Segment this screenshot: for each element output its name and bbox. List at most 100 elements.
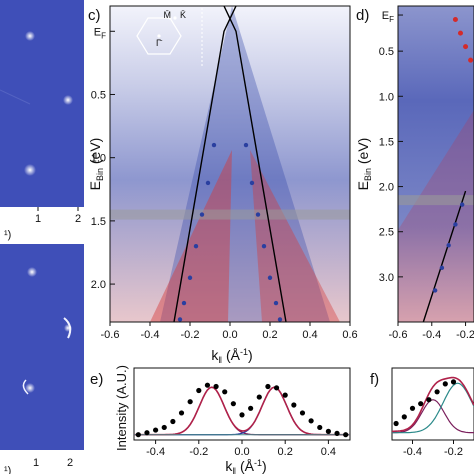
tick-label: 0.5	[379, 46, 394, 58]
gamma-point	[157, 34, 161, 38]
data-point	[230, 401, 236, 407]
leed-spot	[24, 164, 36, 176]
data-point	[239, 412, 245, 418]
tick-label: 2	[75, 213, 81, 225]
tick-label: -0.2	[456, 329, 474, 341]
frame-e	[133, 367, 351, 441]
tick-label: -0.4	[146, 446, 165, 458]
red-data-point	[452, 17, 458, 23]
tick-label: 0.2	[278, 446, 293, 458]
data-point	[273, 300, 279, 306]
panel-label-e: e)	[90, 371, 103, 388]
data-point	[205, 180, 211, 186]
data-point	[442, 381, 448, 387]
tick-label: 1.5	[379, 136, 394, 148]
leed-image-bottom	[0, 244, 84, 450]
data-point	[211, 142, 217, 148]
fit-line	[173, 6, 237, 322]
data-point	[446, 243, 451, 248]
data-point	[453, 222, 458, 227]
leed-spot	[64, 324, 72, 332]
tick-label: -0.4	[403, 446, 422, 458]
data-point	[135, 432, 141, 438]
tick-label: 0.4	[321, 446, 336, 458]
x-axis-f: -0.4 -0.2	[403, 440, 463, 458]
x-axis-c: -0.6 -0.4 -0.2 0.0 0.2 0.4 0.6	[101, 322, 358, 341]
y-axis-title-c: EBin (eV)	[87, 138, 105, 191]
data-point	[299, 410, 306, 416]
tick-label: -0.2	[189, 446, 208, 458]
panel-e: e) -0.4 -0.2 0.0 0.2 0.4 Intensity (A.U.) k‖…	[90, 365, 351, 474]
plot-area-f	[391, 376, 474, 434]
data-point	[170, 418, 176, 425]
data-point	[291, 402, 297, 408]
data-point	[418, 401, 424, 407]
tick-label: -0.4	[141, 329, 160, 341]
leed-spot	[25, 383, 35, 393]
tick-label: -0.6	[101, 329, 120, 341]
y-axis-c: EF 0.5 1.0 1.5 2.0	[91, 26, 115, 291]
axis-unit: ¹)	[4, 465, 11, 474]
panel-label-d: d)	[356, 7, 369, 24]
data-point	[193, 243, 199, 249]
arpes-texture-d	[398, 17, 474, 322]
m-point	[173, 16, 177, 20]
red-points-d	[452, 17, 474, 63]
panel-c: c) M̄ K̄ Γ̄ EF 0.5 1.0 1.5 2.0 -0.6 -0.4 -0.2 0…	[87, 5, 358, 365]
red-intensity-d	[398, 110, 474, 322]
tick-label: 0.5	[91, 89, 106, 101]
tick-label: 0.2	[262, 329, 277, 341]
tick-label: 2.5	[379, 227, 394, 239]
label-gamma: Γ̄	[156, 38, 163, 48]
streak	[0, 89, 31, 105]
x-axis-title-e: k‖ (Å-1)	[225, 458, 266, 474]
data-point	[334, 430, 340, 436]
peak-fit-curve	[392, 382, 474, 434]
axis-unit: ¹)	[4, 229, 11, 241]
data-point	[439, 265, 445, 271]
data-point	[409, 405, 416, 411]
cut-band-d	[398, 195, 474, 206]
tick-label: 1.0	[91, 153, 106, 165]
arpes-map-c	[110, 6, 350, 322]
peak-fit-curve	[391, 399, 474, 434]
data-point	[187, 275, 193, 280]
data-point	[256, 394, 262, 400]
panel-label-f: f)	[370, 371, 379, 388]
plot-area-e	[134, 382, 350, 438]
y-axis-d: EF 0.5 1.0 1.5 2.0 2.5 3.0	[379, 10, 403, 284]
tick-label: 3.0	[379, 272, 394, 284]
tick-label: -0.2	[181, 329, 200, 341]
data-point	[343, 432, 349, 438]
y-axis-title-e: Intensity (A.U.)	[114, 365, 129, 451]
leed-spot	[63, 95, 73, 105]
panel-f: f) -0.4 -0.2	[370, 367, 474, 458]
tick-label: 0.0	[222, 329, 237, 341]
data-point	[248, 405, 254, 411]
leed-spot	[27, 267, 37, 277]
tick-label: -0.2	[444, 446, 463, 458]
data-points-d	[432, 202, 465, 293]
data-point	[325, 428, 331, 434]
data-point	[459, 202, 465, 207]
data-point	[432, 288, 438, 293]
tick-label: 2	[67, 457, 73, 469]
red-intensity-left	[150, 150, 232, 322]
data-point	[196, 387, 202, 394]
fit-lines-d	[422, 190, 467, 322]
red-intensity-right	[250, 150, 340, 322]
data-point	[255, 212, 261, 217]
data-point	[181, 300, 187, 306]
data-point	[426, 397, 432, 403]
data-point	[261, 243, 267, 249]
tick-label: 0.0	[234, 446, 249, 458]
data-point	[144, 430, 150, 436]
frame-d	[397, 5, 474, 323]
tick-label: 1	[35, 213, 41, 225]
tick-label: EF	[382, 10, 394, 24]
y-axis-title-d: EBin (eV)	[355, 138, 373, 191]
leed-arc	[22, 379, 29, 395]
tick-label: 1.0	[379, 91, 394, 103]
intensity-region	[160, 6, 330, 322]
